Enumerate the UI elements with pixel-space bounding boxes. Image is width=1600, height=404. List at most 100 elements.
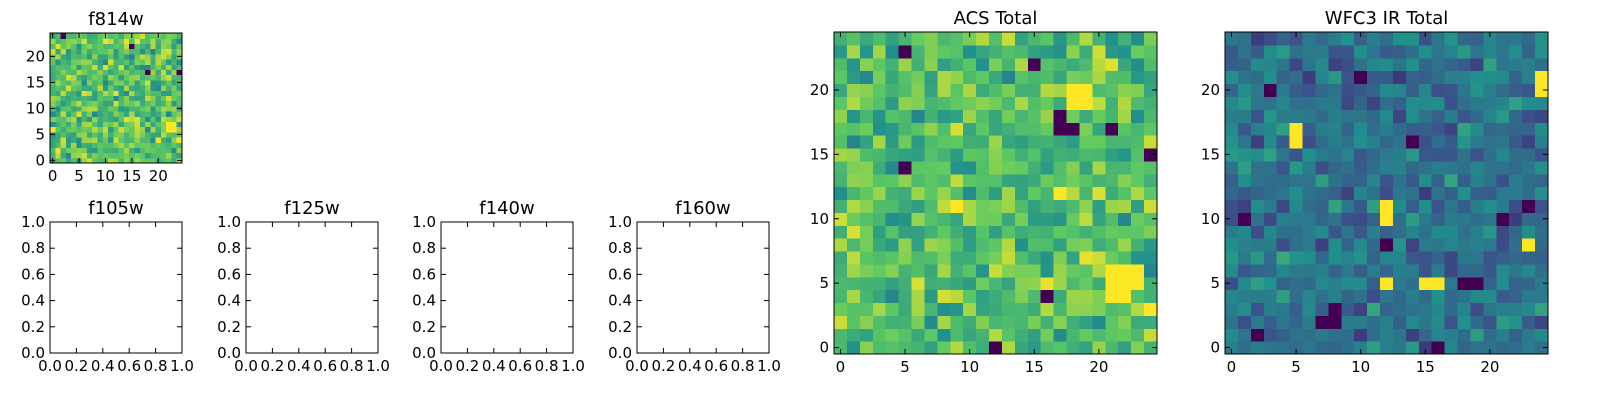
heatmap-cell [160, 59, 167, 65]
heatmap-cell [129, 152, 136, 159]
heatmap-cell [1522, 173, 1536, 188]
heatmap-cell [1066, 263, 1081, 278]
heatmap-cell [834, 328, 848, 342]
heatmap-cell [1496, 328, 1510, 342]
heatmap-cell [123, 48, 130, 55]
heatmap-cell [1276, 225, 1291, 239]
x-tick-label: 10 [1351, 358, 1370, 376]
heatmap-cell [86, 100, 93, 107]
heatmap-cell [1066, 173, 1081, 188]
heatmap-cell [134, 48, 141, 55]
heatmap-cell [859, 147, 874, 162]
heatmap-cell [1053, 96, 1068, 110]
heatmap-cell [150, 85, 157, 91]
heatmap-cell [1263, 250, 1278, 265]
heatmap-cell [1522, 250, 1536, 265]
heatmap-cell [1289, 341, 1304, 355]
heatmap-cell [155, 64, 162, 70]
heatmap-cell [1418, 83, 1433, 97]
heatmap-cell [1118, 276, 1132, 291]
heatmap-cell [171, 111, 178, 117]
heatmap-cell [166, 79, 173, 86]
heatmap-cell [1014, 96, 1029, 110]
heatmap-cell [60, 152, 67, 159]
heatmap-cell [1405, 315, 1420, 329]
heatmap-cell [97, 79, 104, 86]
heatmap-cell [1483, 160, 1497, 175]
heatmap-cell [1470, 32, 1484, 46]
heatmap-cell [898, 315, 913, 329]
heatmap-cell [1263, 315, 1278, 329]
panel-title: f140w [479, 198, 534, 219]
heatmap-cell [1496, 122, 1510, 136]
heatmap-cell [171, 152, 178, 159]
heatmap-cell [834, 212, 848, 226]
heatmap-cell [1040, 96, 1055, 110]
heatmap-cell [924, 147, 938, 162]
heatmap-cell [113, 121, 120, 128]
heatmap-cell [86, 157, 93, 164]
heatmap-cell [1001, 160, 1016, 175]
heatmap-cell [1457, 341, 1472, 355]
heatmap-cell [50, 111, 56, 117]
heatmap-cell [150, 64, 157, 70]
heatmap-cell [1263, 328, 1278, 342]
heatmap-cell [1053, 315, 1068, 329]
heatmap-cell [1418, 289, 1433, 304]
heatmap-cell [1079, 173, 1093, 188]
heatmap-cell [1405, 276, 1420, 291]
x-tick-label: 0.8 [535, 357, 559, 375]
heatmap-cell [92, 100, 99, 107]
heatmap-cell [1131, 276, 1145, 291]
heatmap-cell [134, 111, 141, 117]
heatmap-cell [950, 302, 964, 316]
heatmap-cell [1079, 341, 1093, 355]
heatmap-cell [60, 100, 67, 107]
heatmap-cell [1444, 44, 1459, 59]
heatmap-cell [1328, 70, 1342, 85]
heatmap-cell [1131, 302, 1145, 316]
heatmap-cell [171, 95, 178, 102]
heatmap-cell [97, 142, 104, 148]
heatmap-cell [1328, 173, 1342, 188]
heatmap-cell [1470, 44, 1484, 59]
heatmap-cell [846, 160, 861, 175]
heatmap-cell [1237, 263, 1252, 278]
heatmap-cell [1014, 135, 1029, 149]
heatmap-cell [1225, 341, 1239, 355]
heatmap-cell [1079, 96, 1093, 110]
x-tick-label: 5 [1291, 358, 1301, 376]
heatmap-cell [1509, 250, 1523, 265]
heatmap-cell [1522, 160, 1536, 175]
heatmap-cell [118, 100, 125, 107]
heatmap-cell [846, 186, 861, 201]
y-tick-label: 0.2 [608, 318, 632, 336]
heatmap-cell [160, 157, 167, 164]
x-tick-label: 0 [836, 358, 846, 376]
heatmap-cell [1276, 341, 1291, 355]
heatmap-cell [1367, 83, 1381, 97]
heatmap-cell [1053, 186, 1068, 201]
heatmap-cell [924, 289, 938, 304]
heatmap-cell [1001, 109, 1016, 123]
heatmap-cell [1066, 328, 1081, 342]
heatmap-cell [1027, 186, 1042, 201]
heatmap-cell [1289, 32, 1304, 46]
heatmap-cell [1066, 276, 1081, 291]
heatmap-cell [1092, 186, 1106, 201]
heatmap-cell [123, 79, 130, 86]
heatmap-cell [976, 276, 990, 291]
heatmap-cell [60, 142, 67, 148]
heatmap-cell [55, 147, 62, 154]
heatmap-cell [1040, 160, 1055, 175]
heatmap-cell [1092, 44, 1106, 59]
heatmap-cell [113, 85, 120, 91]
heatmap-cell [1341, 199, 1355, 213]
heatmap-cell [963, 315, 977, 329]
heatmap-cell [859, 238, 874, 252]
heatmap-cell [911, 276, 926, 291]
heatmap-cell [1392, 212, 1407, 226]
heatmap-cell [1457, 57, 1472, 72]
heatmap-cell [1263, 276, 1278, 291]
heatmap-cell [1263, 199, 1278, 213]
